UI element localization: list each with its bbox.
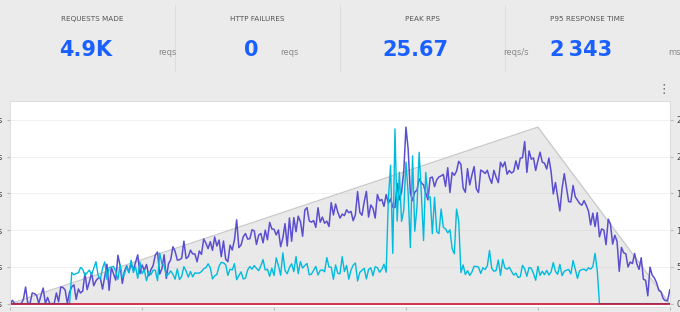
Text: reqs/s: reqs/s [503, 48, 528, 57]
Text: ⋮: ⋮ [658, 83, 670, 96]
Text: P95 RESPONSE TIME: P95 RESPONSE TIME [550, 16, 625, 22]
Text: ms: ms [668, 48, 680, 57]
Text: reqs: reqs [158, 48, 177, 57]
Text: REQUESTS MADE: REQUESTS MADE [61, 16, 124, 22]
Text: 2 343: 2 343 [549, 40, 612, 60]
Text: 4.9K: 4.9K [59, 40, 113, 60]
Text: reqs: reqs [280, 48, 299, 57]
Text: 25.67: 25.67 [383, 40, 449, 60]
Text: 0: 0 [243, 40, 258, 60]
Text: PEAK RPS: PEAK RPS [405, 16, 440, 22]
Text: HTTP FAILURES: HTTP FAILURES [231, 16, 285, 22]
